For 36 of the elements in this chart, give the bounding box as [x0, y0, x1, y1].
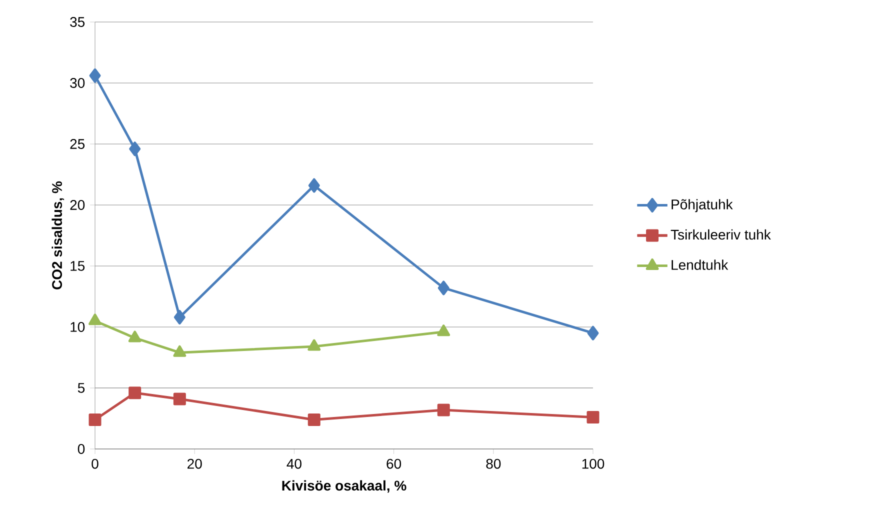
y-tick-label: 0 [78, 444, 85, 454]
point [437, 404, 450, 416]
y-tick-label: 5 [78, 383, 85, 393]
y-tick-label: 10 [70, 322, 85, 332]
legend-label: Põhjatuhk [672, 199, 733, 212]
point [89, 68, 101, 83]
y-tick-label: 20 [70, 200, 85, 210]
point [174, 310, 186, 324]
x-tick-label: 80 [486, 458, 501, 469]
point [308, 178, 320, 193]
point [586, 411, 600, 424]
legend-label: Tsirkuleeriv tuhk [670, 229, 771, 240]
y-axis-title: CO2 sisaldus, % [52, 181, 64, 290]
y-tick-label: 15 [70, 261, 85, 271]
y-tick-label: 25 [70, 139, 85, 149]
point [88, 413, 102, 426]
y-tick-label: 35 [70, 17, 85, 27]
x-tick-label: 20 [188, 458, 202, 469]
point [437, 324, 450, 336]
point [308, 413, 320, 426]
point [128, 330, 142, 342]
x-tick-label: 60 [386, 458, 402, 469]
point [173, 392, 186, 406]
point [587, 326, 599, 340]
legend-label: Lendtuhk [672, 260, 728, 270]
x-axis-title: Kivisöe osakaal, % [282, 480, 406, 493]
point [308, 339, 321, 351]
x-tick-label: 100 [582, 458, 604, 469]
point [129, 142, 141, 156]
point [88, 314, 102, 326]
x-tick-label: 40 [286, 458, 302, 469]
y-tick-label: 30 [70, 78, 85, 88]
x-tick-label: 0 [92, 458, 98, 469]
point [173, 345, 186, 357]
point [128, 386, 142, 400]
point [438, 280, 450, 296]
